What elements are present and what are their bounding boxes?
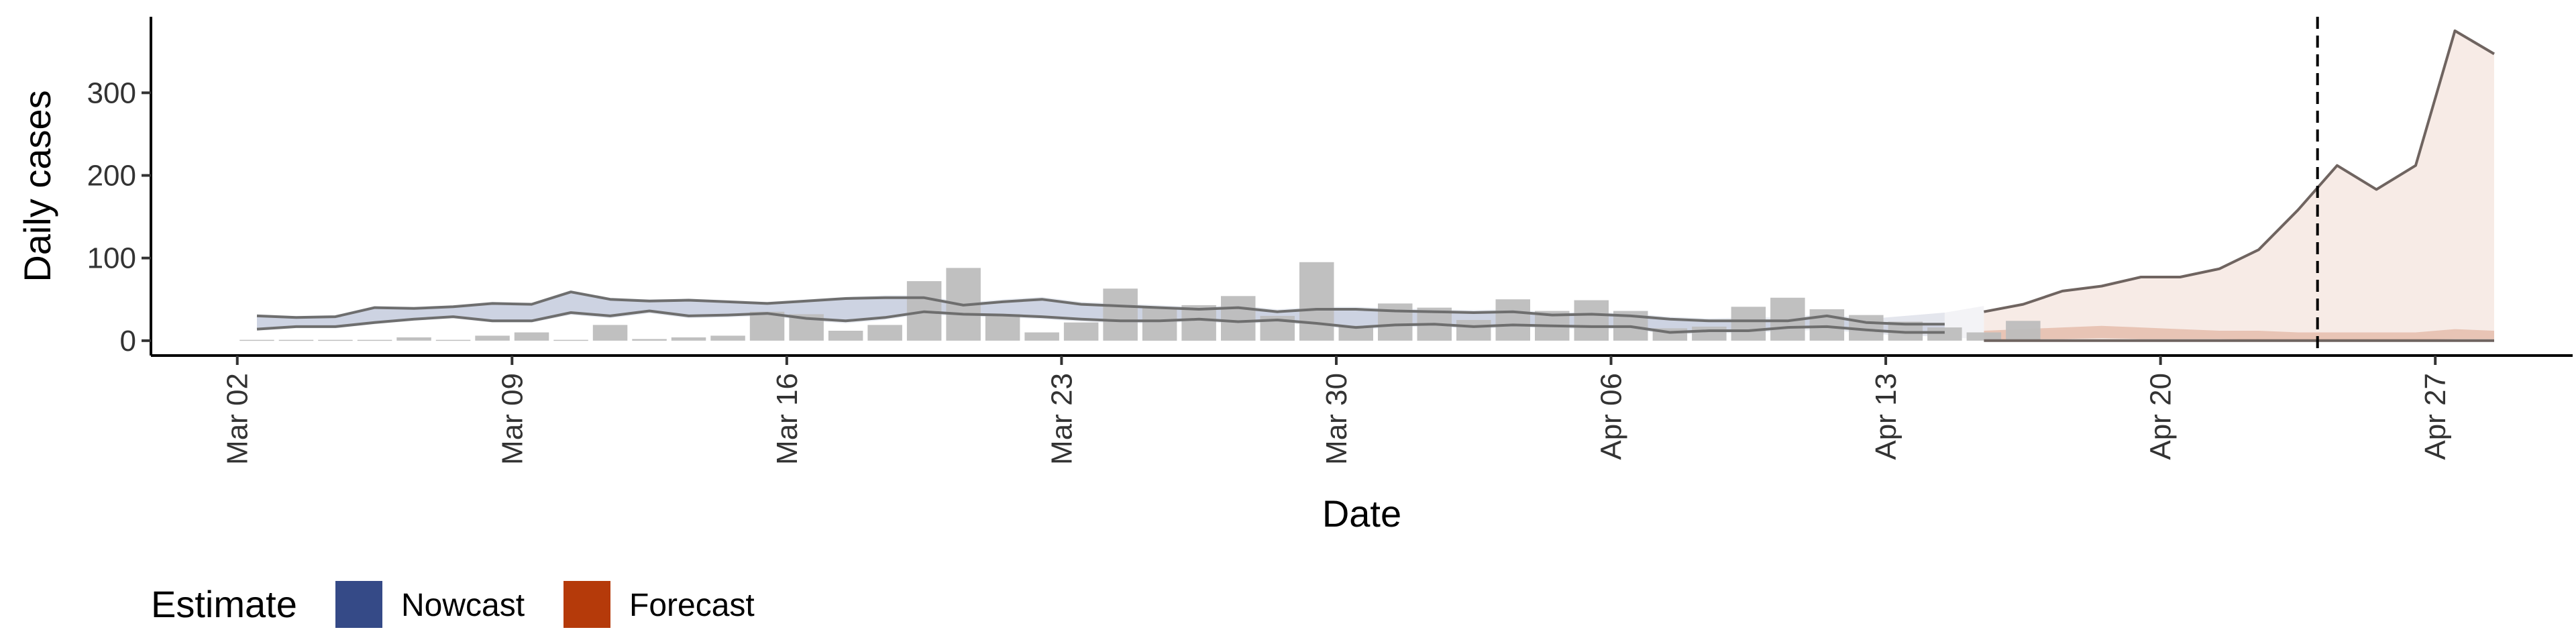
x-tick-label: Apr 06 [1595,373,1628,460]
bar-46 [2006,321,2041,341]
bar-21 [1024,332,1059,341]
axes [142,17,2573,365]
bar-39 [1731,307,1766,341]
bar-41 [1809,309,1845,341]
bar-7 [475,335,510,341]
bar-28 [1299,262,1334,341]
bar-22 [1063,322,1099,341]
nowcast-upper-line [256,290,1945,326]
bar-33 [1495,299,1530,341]
x-tick-label: Mar 16 [771,373,804,465]
bar-3 [318,339,353,341]
bar-35 [1574,300,1609,341]
bar-8 [514,332,549,341]
forecast-upper-line [1984,29,2496,313]
y-tick-label: 0 [120,325,136,358]
bar-44 [1927,327,1962,341]
bar-6 [435,339,471,341]
nowcast-band-inner [257,292,1945,333]
bar-5 [396,337,431,341]
legend-swatch-forecast [564,581,610,628]
bar-24 [1142,307,1177,341]
bar-11 [632,339,667,341]
bar-20 [985,314,1020,341]
forecast-band-inner [1984,325,2494,340]
bar-13 [710,335,745,341]
bar-17 [867,325,902,341]
nowcast-lower-line [256,309,1945,334]
bar-10 [592,325,628,341]
y-tick-label: 200 [87,159,136,192]
bar-4 [357,339,392,341]
legend-title: Estimate [151,583,297,625]
bar-30 [1378,303,1413,341]
bar-32 [1456,320,1491,341]
bar-45 [1966,332,2002,341]
bar-9 [553,339,588,341]
bar-16 [828,331,863,341]
forecast-band-outer [1984,30,2494,341]
uncertainty-bands [257,30,2494,341]
axis-labels: 0 100 200 300 Mar 02 Mar 09 Mar 16 Mar 23 Mar 30… [16,76,2452,535]
legend-label-forecast: Forecast [629,588,755,623]
bar-2 [278,339,314,341]
bar-25 [1181,305,1216,341]
x-tick-label: Mar 09 [496,373,529,465]
y-axis-title: Daily cases [16,90,58,282]
x-tick-label: Mar 02 [221,373,254,465]
bar-12 [671,337,706,341]
x-tick-label: Apr 27 [2419,373,2452,460]
bar-1 [239,339,274,341]
legend-label-nowcast: Nowcast [401,588,525,623]
y-tick-label: 100 [87,242,136,275]
x-tick-label: Mar 23 [1045,373,1078,465]
legend-swatch-nowcast [335,581,382,628]
x-tick-label: Apr 20 [2145,373,2178,460]
bar-14 [749,311,785,341]
bar-26 [1221,296,1256,341]
bar-23 [1103,288,1138,341]
bar-29 [1338,325,1373,341]
estimate-lines [256,17,2496,356]
x-axis-title: Date [1322,492,1401,535]
x-tick-label: Mar 30 [1320,373,1353,465]
x-tick-label: Apr 13 [1870,373,1902,460]
y-tick-label: 300 [87,76,136,109]
bar-38 [1692,326,1727,341]
legend: Estimate Nowcast Forecast [151,581,755,628]
